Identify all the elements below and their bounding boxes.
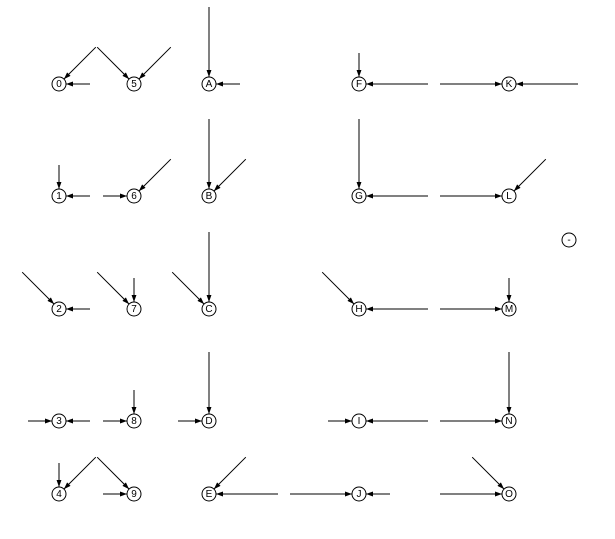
edge-into-6-from-upper-right bbox=[138, 158, 172, 192]
node-circle bbox=[201, 301, 217, 317]
node-circle bbox=[201, 76, 217, 92]
node-circle bbox=[501, 486, 517, 502]
edge-into-9-from-upper-left bbox=[96, 456, 130, 490]
node-label: 0 bbox=[56, 79, 62, 90]
node-circle bbox=[351, 188, 367, 204]
edge-into-7-from-upper-left bbox=[96, 271, 130, 305]
node-label: A bbox=[206, 79, 213, 90]
node-label: 3 bbox=[56, 416, 62, 427]
node-E: E bbox=[201, 486, 217, 502]
node-circle bbox=[501, 188, 517, 204]
node-label: I bbox=[358, 416, 361, 427]
node-circle bbox=[501, 76, 517, 92]
edge-into-E-from-upper-right bbox=[213, 456, 247, 490]
node-1: 1 bbox=[51, 188, 67, 204]
node-6: 6 bbox=[126, 188, 142, 204]
nodes-layer: 0 1 2 3 4 5 6 7 8 9 A B C D E F G H I J K L M N O - bbox=[51, 76, 577, 502]
edge-into-L-from-upper-right bbox=[513, 158, 547, 192]
node-label: N bbox=[505, 416, 512, 427]
node-label: 4 bbox=[56, 489, 62, 500]
node-circle bbox=[561, 232, 577, 248]
node-circle bbox=[126, 413, 142, 429]
node-circle bbox=[51, 413, 67, 429]
node-circle bbox=[201, 188, 217, 204]
node-A: A bbox=[201, 76, 217, 92]
node-K: K bbox=[501, 76, 517, 92]
node-label: D bbox=[205, 416, 212, 427]
node-J: J bbox=[351, 486, 367, 502]
node-3: 3 bbox=[51, 413, 67, 429]
node-circle bbox=[51, 486, 67, 502]
node-B: B bbox=[201, 188, 217, 204]
node-label: M bbox=[505, 304, 513, 315]
node-circle bbox=[126, 188, 142, 204]
node-H: H bbox=[351, 301, 367, 317]
node-label: H bbox=[355, 304, 362, 315]
node-label: K bbox=[506, 79, 513, 90]
node-G: G bbox=[351, 188, 367, 204]
node-minus: - bbox=[561, 232, 577, 248]
edge-into-5-from-upper-right bbox=[138, 46, 172, 80]
node-label: 6 bbox=[131, 191, 137, 202]
edge-into-4-from-upper-right bbox=[63, 456, 97, 490]
node-I: I bbox=[351, 413, 367, 429]
edge-into-H-from-upper-left bbox=[321, 271, 355, 305]
node-7: 7 bbox=[126, 301, 142, 317]
node-circle bbox=[51, 301, 67, 317]
node-label: 8 bbox=[131, 416, 137, 427]
node-circle bbox=[51, 76, 67, 92]
node-label: 7 bbox=[131, 304, 137, 315]
node-label: C bbox=[205, 304, 212, 315]
node-circle bbox=[351, 413, 367, 429]
node-label: - bbox=[567, 235, 570, 246]
node-0: 0 bbox=[51, 76, 67, 92]
node-circle bbox=[501, 413, 517, 429]
node-label: E bbox=[206, 489, 213, 500]
node-label: 2 bbox=[56, 304, 62, 315]
node-4: 4 bbox=[51, 486, 67, 502]
node-L: L bbox=[501, 188, 517, 204]
node-9: 9 bbox=[126, 486, 142, 502]
node-label: B bbox=[206, 191, 213, 202]
node-D: D bbox=[201, 413, 217, 429]
node-circle bbox=[126, 486, 142, 502]
node-label: L bbox=[506, 191, 512, 202]
node-N: N bbox=[501, 413, 517, 429]
node-circle bbox=[501, 301, 517, 317]
node-label: 1 bbox=[56, 191, 62, 202]
node-circle bbox=[126, 76, 142, 92]
node-2: 2 bbox=[51, 301, 67, 317]
edge-into-5-from-upper-left bbox=[96, 46, 130, 80]
edges-layer bbox=[21, 7, 578, 497]
node-circle bbox=[201, 413, 217, 429]
node-circle bbox=[51, 188, 67, 204]
node-circle bbox=[351, 301, 367, 317]
node-C: C bbox=[201, 301, 217, 317]
node-circle bbox=[351, 76, 367, 92]
edge-into-O-from-upper-left bbox=[471, 456, 505, 490]
node-O: O bbox=[501, 486, 517, 502]
edge-into-C-from-upper-left bbox=[171, 271, 205, 305]
node-label: J bbox=[357, 489, 362, 500]
node-label: G bbox=[355, 191, 363, 202]
edge-into-0-from-upper-right bbox=[63, 46, 97, 80]
edge-into-B-from-upper-right bbox=[213, 158, 247, 192]
node-5: 5 bbox=[126, 76, 142, 92]
node-label: 5 bbox=[131, 79, 137, 90]
node-circle bbox=[126, 301, 142, 317]
node-circle bbox=[351, 486, 367, 502]
node-F: F bbox=[351, 76, 367, 92]
node-circle bbox=[201, 486, 217, 502]
node-M: M bbox=[501, 301, 517, 317]
node-8: 8 bbox=[126, 413, 142, 429]
node-label: O bbox=[505, 489, 513, 500]
edge-into-2-from-upper-left bbox=[21, 271, 55, 305]
node-label: 9 bbox=[131, 489, 137, 500]
node-label: F bbox=[356, 79, 362, 90]
